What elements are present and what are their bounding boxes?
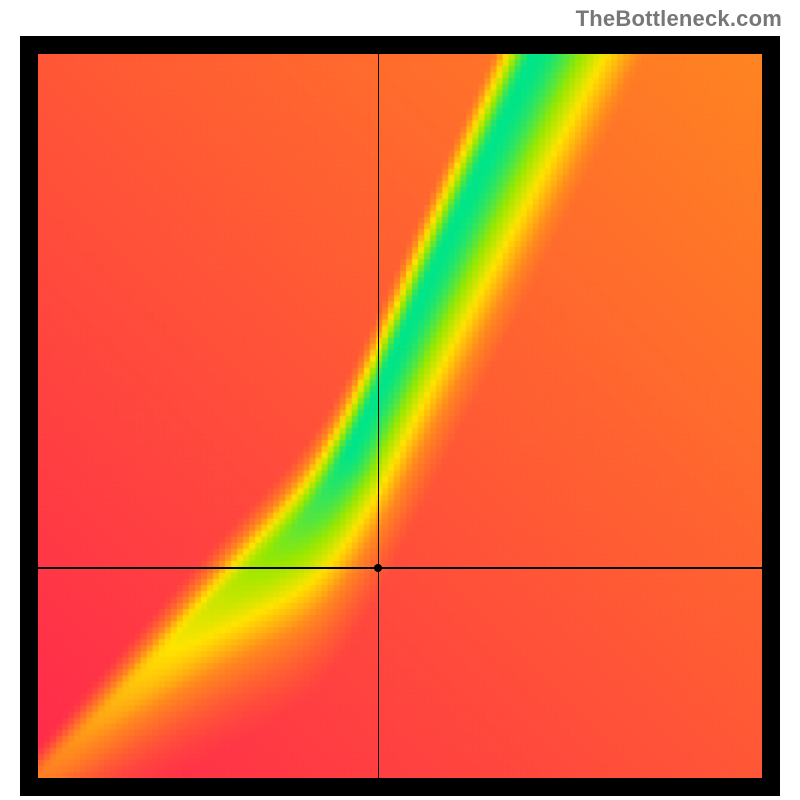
frame-right	[762, 36, 780, 796]
frame-top	[20, 36, 780, 54]
crosshair-horizontal	[38, 567, 762, 569]
crosshair-vertical	[378, 54, 380, 778]
frame-left	[20, 36, 38, 796]
crosshair-dot	[374, 564, 382, 572]
heatmap-canvas	[38, 54, 762, 778]
frame-bottom	[20, 778, 780, 796]
watermark-text: TheBottleneck.com	[576, 6, 782, 32]
chart-container: TheBottleneck.com	[0, 0, 800, 800]
